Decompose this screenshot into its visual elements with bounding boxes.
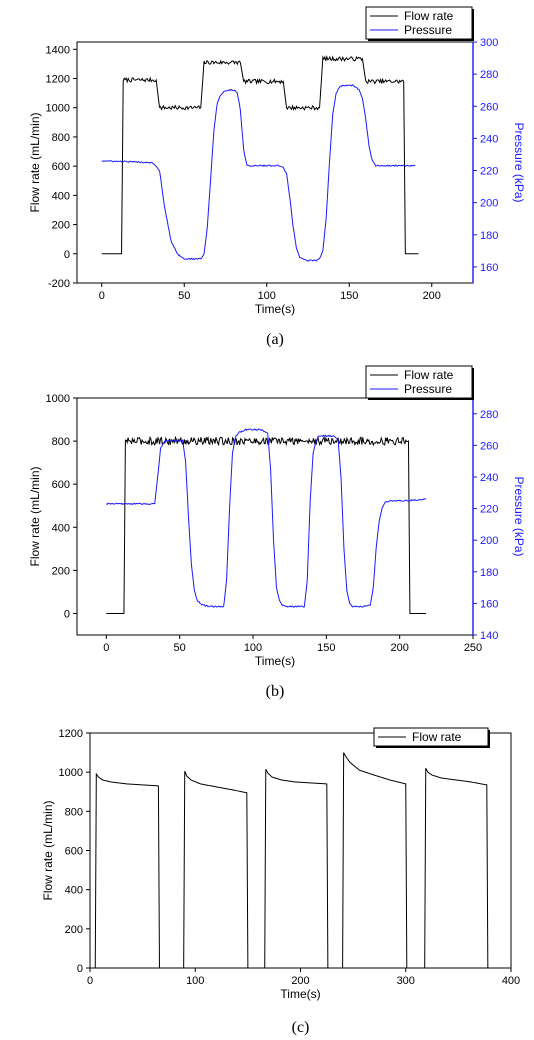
x-tick-label: 150: [340, 290, 358, 302]
legend-label: Flow rate: [404, 368, 454, 382]
x-axis-label: Time(s): [280, 987, 320, 1001]
y2-tick-label: 240: [480, 133, 498, 145]
legend-box: [373, 727, 489, 747]
x-axis-label: Time(s): [255, 654, 295, 668]
x-tick-label: 100: [244, 642, 262, 654]
x-tick-label: 0: [103, 642, 109, 654]
y2-tick-label: 160: [480, 598, 498, 610]
x-tick-label: 200: [291, 975, 309, 987]
y-axis-label: Flow rate (mL/min): [28, 112, 42, 212]
x-tick-label: 200: [390, 642, 408, 654]
plot-frame: [76, 41, 474, 284]
y2-tick-label: 280: [480, 409, 498, 421]
y2-tick-label: 260: [480, 101, 498, 113]
y2-tick-label: 200: [480, 198, 498, 210]
y-tick-label: 1000: [46, 393, 70, 405]
y2-tick-label: 160: [480, 262, 498, 274]
y2-tick-label: 260: [480, 440, 498, 452]
x-tick-label: 150: [317, 642, 335, 654]
y2-axis-label: Pressure (kPa): [512, 122, 526, 202]
chart-panel-c: 0 100 200 300 400 0 200 400 600 800 1000 1200 Time(s…: [41, 727, 520, 1036]
legend-box: [365, 6, 473, 40]
plot-frame: [89, 732, 512, 969]
series-line-pressure: [101, 84, 416, 262]
y2-tick-label: 180: [480, 567, 498, 579]
y-axis-label: Flow rate (mL/min): [41, 800, 55, 900]
y-tick-label: 1200: [59, 728, 83, 740]
legend-box: [365, 365, 473, 399]
y-tick-label: 1200: [46, 74, 70, 86]
y2-axis-label: Pressure (kPa): [512, 476, 526, 556]
y2-tick-label: 180: [480, 230, 498, 242]
x-tick-label: 50: [174, 642, 186, 654]
x-tick-label: 300: [397, 975, 415, 987]
y-tick-label: 0: [64, 249, 70, 261]
series-line-flow-rate: [94, 752, 489, 968]
series-line-flow-rate: [101, 54, 419, 255]
legend: Flow rate: [373, 727, 490, 748]
y2-tick-label: 240: [480, 472, 498, 484]
legend-label: Pressure: [404, 23, 452, 37]
y2-tick-label: 200: [480, 535, 498, 547]
y-tick-label: 800: [52, 132, 70, 144]
y-tick-label: 400: [52, 522, 70, 534]
y-tick-label: 600: [52, 161, 70, 173]
y-tick-label: 0: [64, 608, 70, 620]
x-tick-label: 50: [178, 290, 190, 302]
y-tick-label: 600: [65, 846, 83, 858]
x-tick-label: 0: [87, 975, 93, 987]
legend-label: Pressure: [404, 382, 452, 396]
y-tick-label: 800: [65, 806, 83, 818]
y-tick-label: 1400: [46, 44, 70, 56]
y2-tick-label: 280: [480, 69, 498, 81]
y2-tick-label: 300: [480, 37, 498, 49]
legend-label: Flow rate: [412, 730, 462, 744]
x-tick-label: 250: [464, 642, 482, 654]
y-tick-label: 200: [65, 924, 83, 936]
y2-tick-label: 220: [480, 504, 498, 516]
panel-caption: (c): [292, 1019, 310, 1036]
x-tick-label: 200: [423, 290, 441, 302]
x-tick-label: 100: [258, 290, 276, 302]
panel-caption: (b): [266, 683, 285, 700]
y-tick-label: 200: [52, 565, 70, 577]
y-tick-label: 600: [52, 479, 70, 491]
y-tick-label: 800: [52, 436, 70, 448]
y-tick-label: 400: [52, 190, 70, 202]
y2-tick-label: 220: [480, 166, 498, 178]
x-tick-label: 400: [502, 975, 520, 987]
chart-panel-a: 0 50 100 150 200 -200 0 200 400 600 800 1000 1200 140…: [28, 6, 526, 348]
x-tick-label: 0: [99, 290, 105, 302]
panel-caption: (a): [266, 331, 284, 348]
y-tick-label: 0: [77, 963, 83, 975]
y-tick-label: 400: [65, 885, 83, 897]
y2-tick-label: 140: [480, 630, 498, 642]
chart-panel-b: 0 50 100 150 200 250 0 200 400 600 800 1000 140 160 18…: [28, 365, 526, 700]
series-line-pressure: [106, 428, 427, 608]
series-line-flow-rate: [106, 435, 427, 614]
y-tick-label: 200: [52, 220, 70, 232]
legend-label: Flow rate: [404, 9, 454, 23]
y-tick-label: 1000: [46, 103, 70, 115]
x-axis-label: Time(s): [255, 302, 295, 316]
plot-frame: [76, 397, 474, 636]
y-tick-label: -200: [48, 278, 70, 290]
y-axis-label: Flow rate (mL/min): [28, 466, 42, 566]
x-tick-label: 100: [186, 975, 204, 987]
y-tick-label: 1000: [59, 767, 83, 779]
